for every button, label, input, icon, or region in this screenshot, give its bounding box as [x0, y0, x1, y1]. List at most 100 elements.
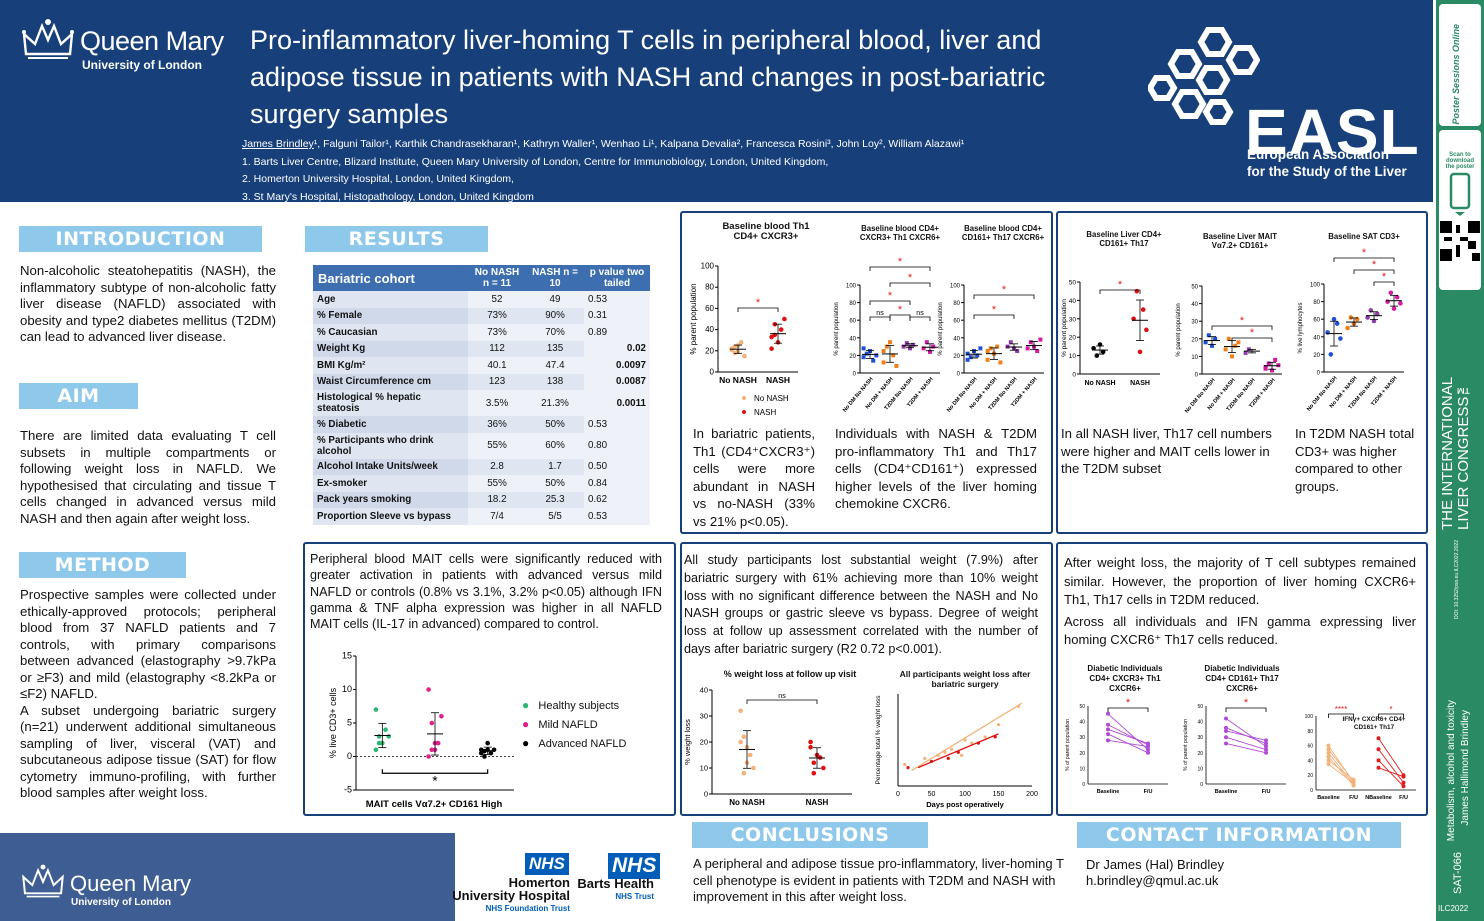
data-point — [888, 340, 892, 345]
table-cell: 0.0087 — [584, 373, 650, 390]
cohort-table-body: Age 52 49 0.53% Female 73% 90% 0.31% Caucasian… — [313, 291, 650, 525]
y-tick-label: 40 — [705, 325, 714, 334]
y-axis-label: % of parent population — [1065, 719, 1071, 771]
y-axis-label: % of parent population — [1183, 719, 1189, 771]
data-point — [1137, 349, 1143, 355]
data-point — [1266, 361, 1271, 366]
data-point — [1376, 758, 1381, 763]
data-point — [1091, 345, 1096, 351]
x-tick-label: 100 — [959, 791, 971, 798]
data-point — [871, 358, 876, 363]
data-point — [778, 327, 784, 332]
y-tick-label: 20 — [1069, 335, 1077, 342]
data-point — [1376, 736, 1381, 741]
table-cell: 70% — [526, 324, 584, 341]
data-point — [908, 346, 912, 351]
x-axis-label: Days post operatively — [926, 800, 1004, 809]
significance-label: * — [908, 272, 913, 284]
data-point — [874, 353, 879, 358]
data-point — [968, 355, 973, 360]
significance-bracket — [1373, 281, 1395, 286]
table-row: % Female 73% 90% 0.31 — [313, 307, 650, 324]
chart-title: % weight loss at follow up visit — [723, 669, 857, 679]
chart-weight-days: 0 50 100 150 200 Days post operatively Percent… — [875, 694, 1038, 809]
table-cell: 1.7 — [526, 458, 584, 475]
paired-line — [1378, 749, 1404, 783]
y-axis-label: Percentage total % weight loss — [875, 695, 882, 785]
y-tick-label: 0 — [853, 372, 857, 378]
data-point — [1398, 301, 1403, 306]
legend-label: No NASH — [754, 394, 789, 403]
significance-bracket — [1107, 707, 1149, 712]
poster-code: SAT-066 — [1452, 852, 1464, 894]
significance-bracket — [1099, 289, 1141, 294]
barts-logo: Barts Health NHS Trust — [570, 877, 654, 903]
contact-heading: CONTACT INFORMATION — [1077, 822, 1401, 848]
y-tick-label: 50 — [1079, 704, 1085, 710]
significance-label: **** — [1335, 705, 1347, 714]
y-tick-label: 80 — [1307, 729, 1313, 735]
y-tick-label: 40 — [1191, 302, 1198, 308]
panel4-text-2: Across all individuals and IFN gamma exp… — [1064, 613, 1416, 648]
data-point — [1263, 366, 1268, 371]
data-point — [1236, 340, 1241, 345]
data-point — [1106, 738, 1110, 743]
data-point — [376, 740, 382, 746]
scan-box[interactable]: Scan to download the poster — [1439, 130, 1481, 290]
barts-line1: Barts Health — [577, 876, 654, 891]
congress-code: ILC2022 — [1438, 904, 1469, 913]
brand-label: Poster Sessions Online — [1451, 24, 1461, 125]
contact-email-link[interactable]: h.brindley@qmul.ac.uk — [1086, 873, 1219, 888]
table-row: Proportion Sleeve vs bypass 7/4 5/5 0.53 — [313, 508, 650, 525]
significance-label: ns — [876, 310, 884, 317]
y-tick-label: 60 — [705, 304, 714, 313]
data-point — [1264, 744, 1268, 749]
table-cell: Alcohol Intake Units/week — [313, 458, 468, 475]
author-block: James Brindley¹, Falguni Tailor¹, Karthi… — [242, 136, 964, 206]
y-tick-label: 50 — [1191, 285, 1198, 291]
data-point — [1100, 349, 1106, 355]
data-point — [904, 341, 909, 346]
chart-title: Baseline SAT CD3+ — [1328, 232, 1400, 241]
data-point — [811, 760, 817, 766]
chart-title: Baseline blood CD4+ CXCR3+ Th1 CXCR6+ — [859, 224, 941, 242]
data-point — [1106, 711, 1110, 716]
data-point — [1015, 349, 1020, 353]
data-point — [741, 734, 747, 740]
data-point — [1224, 716, 1228, 721]
significance-bracket — [1333, 257, 1395, 262]
panel4-text-1: After weight loss, the majority of T cel… — [1064, 555, 1416, 607]
data-point — [1270, 368, 1274, 373]
table-row: Ex-smoker 55% 50% 0.84 — [313, 475, 650, 492]
panel2-caption-1: In all NASH liver, Th17 cell numbers wer… — [1061, 426, 1272, 476]
chart-title: Baseline blood Th1 CD4+ CXCR3+ — [722, 221, 810, 242]
data-point — [1376, 765, 1381, 770]
data-point — [1328, 352, 1334, 357]
easl-name: European Association for the Study of th… — [1247, 146, 1407, 180]
y-tick-label: 10 — [700, 764, 708, 773]
data-point — [1230, 354, 1234, 359]
intro-text: Non-alcoholic steatohepatitis (NASH), th… — [20, 263, 276, 344]
table-cell: % Participants who drink alcohol — [313, 432, 468, 459]
paired-line — [1378, 767, 1404, 778]
data-point — [1345, 325, 1350, 331]
y-tick-label: 20 — [849, 354, 856, 360]
significance-label: * — [898, 304, 903, 316]
aim-text: There are limited data evaluating T cell… — [20, 428, 276, 526]
panel-weight-loss — [680, 542, 1053, 816]
significance-label: * — [1240, 315, 1245, 327]
data-point — [1385, 299, 1390, 304]
data-point — [1365, 315, 1370, 320]
table-cell: 3.5% — [468, 390, 526, 416]
table-cell: 40.1 — [468, 357, 526, 374]
x-tick-label: 150 — [993, 791, 1005, 798]
qr-code-icon[interactable] — [1440, 221, 1480, 261]
significance-label: * — [1362, 248, 1367, 259]
data-point — [864, 351, 869, 356]
significance-label: * — [1389, 705, 1392, 714]
data-point — [1224, 735, 1228, 740]
significance-bracket — [909, 316, 931, 321]
table-cell: 112 — [468, 340, 526, 357]
significance-bracket — [973, 314, 1015, 319]
data-point — [1206, 333, 1211, 338]
